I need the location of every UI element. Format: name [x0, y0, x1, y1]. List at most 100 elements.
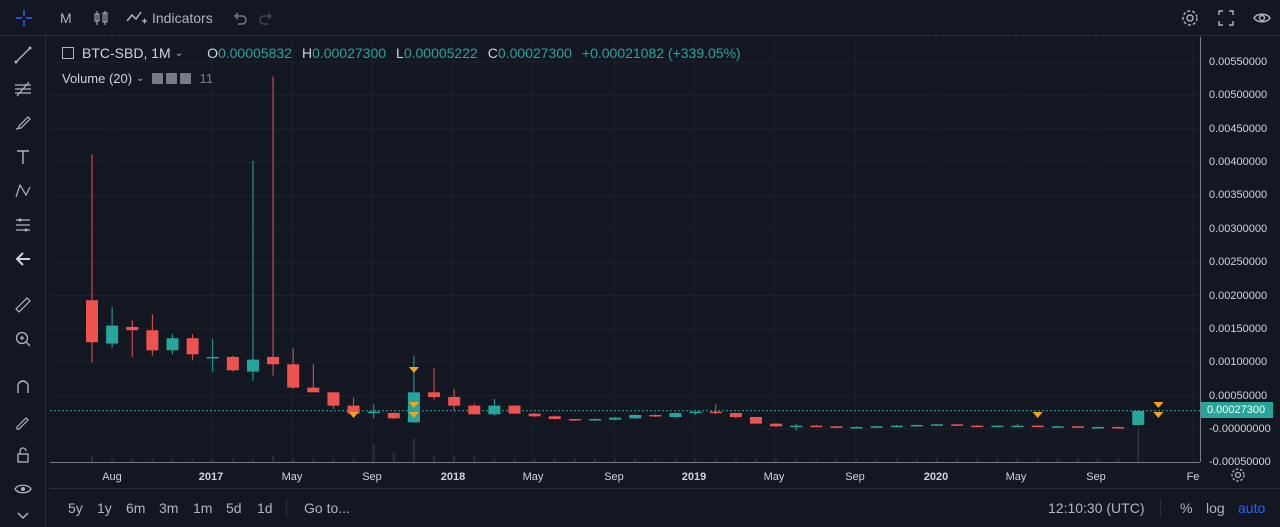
- log-toggle[interactable]: log: [1206, 500, 1225, 516]
- time-tick-label: 2018: [440, 471, 466, 483]
- price-chart[interactable]: [50, 37, 1200, 462]
- ruler-icon[interactable]: [12, 294, 34, 316]
- candle-body: [1132, 410, 1145, 425]
- crosshair-icon[interactable]: [14, 0, 34, 36]
- range-1y[interactable]: 1y: [97, 500, 112, 516]
- range-5y[interactable]: 5y: [68, 500, 83, 516]
- event-marker[interactable]: [408, 412, 419, 418]
- candle-body: [729, 412, 742, 417]
- utc-clock[interactable]: 12:10:30 (UTC): [1048, 500, 1145, 516]
- brush-icon[interactable]: [12, 112, 34, 134]
- event-marker[interactable]: [1153, 402, 1164, 408]
- event-marker[interactable]: [1153, 412, 1164, 418]
- candle-body: [548, 416, 561, 419]
- candle-body: [689, 411, 702, 414]
- candle-body: [830, 426, 843, 428]
- candle-body: [669, 412, 682, 417]
- volume-bar: [775, 459, 778, 462]
- eye-toggle-icon[interactable]: [152, 72, 164, 84]
- range-1d[interactable]: 1d: [257, 500, 273, 516]
- chevron-down-icon[interactable]: [12, 504, 34, 526]
- trend-line-icon[interactable]: [12, 44, 34, 66]
- eye-icon[interactable]: [1252, 0, 1272, 36]
- candle-body: [1112, 426, 1125, 429]
- volume-bar: [473, 456, 476, 462]
- candle-body: [448, 396, 461, 406]
- time-tick-label: Sep: [604, 471, 624, 483]
- candle-body: [468, 405, 481, 415]
- percent-toggle[interactable]: %: [1180, 500, 1193, 516]
- symbol-label[interactable]: BTC-SBD, 1M: [82, 45, 171, 61]
- stay-drawing-icon[interactable]: [12, 410, 34, 432]
- time-tick-label: Sep: [1086, 471, 1106, 483]
- volume-bar: [996, 459, 999, 462]
- price-tick-label: -0.00000000: [1209, 423, 1271, 435]
- volume-legend: Volume (20) ⌄ 11: [62, 69, 213, 87]
- top-toolbar: M Indicators: [0, 0, 1280, 36]
- interval-button[interactable]: M: [60, 10, 72, 26]
- price-tick-label: 0.00200000: [1209, 289, 1268, 302]
- event-marker[interactable]: [408, 402, 419, 408]
- volume-bar: [674, 459, 677, 462]
- volume-bar: [332, 459, 335, 462]
- event-marker[interactable]: [408, 367, 419, 373]
- text-tool-icon[interactable]: [12, 146, 34, 168]
- divider: [286, 499, 287, 517]
- indicators-button[interactable]: Indicators: [126, 0, 213, 36]
- volume-bar: [634, 459, 637, 462]
- candle-body: [528, 413, 541, 417]
- prediction-icon[interactable]: [12, 214, 34, 236]
- volume-label[interactable]: Volume (20): [62, 70, 133, 86]
- volume-bar: [815, 459, 818, 462]
- time-tick-label: 2019: [681, 471, 707, 483]
- fib-retracement-icon[interactable]: [12, 78, 34, 100]
- fullscreen-icon[interactable]: [1216, 0, 1236, 36]
- candle-body: [649, 414, 662, 417]
- candle-body: [870, 426, 883, 428]
- settings-icon[interactable]: [166, 72, 178, 84]
- legend-collapse-icon[interactable]: [62, 47, 74, 59]
- pattern-icon[interactable]: [12, 180, 34, 202]
- range-1m[interactable]: 1m: [193, 500, 213, 516]
- volume-bar: [513, 459, 516, 462]
- candle-body: [1071, 426, 1084, 428]
- volume-bar: [433, 456, 436, 462]
- event-marker[interactable]: [348, 412, 359, 418]
- candle-body: [86, 300, 98, 343]
- open-key: O: [207, 45, 218, 61]
- price-axis[interactable]: 0.00550000 0.00500000 0.00450000 0.00400000…: [1200, 37, 1280, 468]
- zoom-icon[interactable]: [12, 328, 34, 350]
- candles-icon[interactable]: [92, 0, 110, 36]
- candle-body: [850, 426, 863, 429]
- candle-body: [428, 392, 441, 397]
- symbol-chevron-down-icon[interactable]: ⌄: [174, 47, 184, 59]
- hide-eye-icon[interactable]: [12, 478, 34, 500]
- settings-gear-icon[interactable]: [1180, 0, 1200, 36]
- event-marker[interactable]: [1032, 412, 1043, 418]
- candle-body: [971, 425, 984, 428]
- range-6m[interactable]: 6m: [126, 500, 146, 516]
- goto-button[interactable]: Go to...: [304, 500, 350, 516]
- volume-chevron-down-icon[interactable]: ⌄: [136, 72, 145, 84]
- auto-toggle[interactable]: auto: [1238, 500, 1266, 516]
- range-3m[interactable]: 3m: [159, 500, 179, 516]
- volume-bar: [553, 459, 556, 462]
- axis-settings-gear-icon[interactable]: [1230, 467, 1246, 488]
- high-value: 0.00027300: [312, 45, 387, 61]
- lock-icon[interactable]: [12, 444, 34, 466]
- candle-body: [1031, 425, 1044, 428]
- back-arrow-icon[interactable]: [12, 248, 34, 270]
- close-icon[interactable]: [180, 72, 192, 84]
- volume-bar: [191, 459, 194, 462]
- undo-icon[interactable]: [232, 0, 248, 36]
- candle-body: [106, 325, 119, 344]
- time-axis[interactable]: Aug 2017 May Sep 2018 May Sep 2019 May Sep 2020 May…: [50, 462, 1200, 488]
- redo-icon[interactable]: [258, 0, 274, 36]
- volume-bar: [1117, 459, 1120, 462]
- close-value: 0.00027300: [497, 45, 572, 61]
- volume-bar: [272, 456, 275, 462]
- magnet-icon[interactable]: [12, 376, 34, 398]
- range-5d[interactable]: 5d: [226, 500, 242, 516]
- volume-bar: [754, 459, 757, 462]
- price-tick-label: 0.00300000: [1209, 222, 1268, 235]
